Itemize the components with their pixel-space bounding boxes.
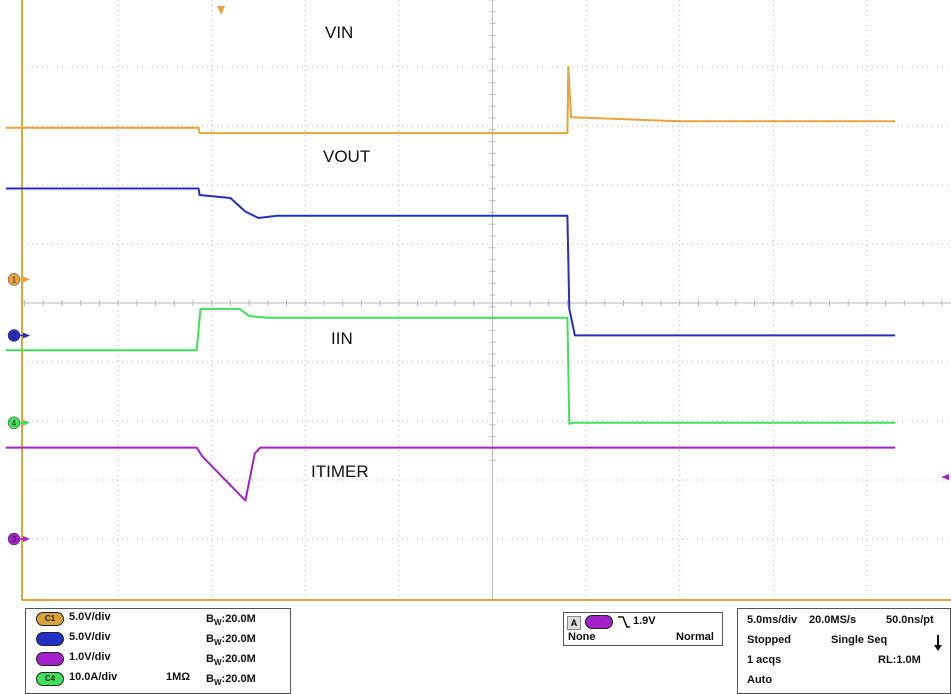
graticule-grid xyxy=(21,0,951,601)
trigger-coupling: None xyxy=(568,631,596,643)
falling-edge-icon xyxy=(618,616,630,628)
trigger-level: 1.9V xyxy=(633,615,656,627)
channel-scale-c1: 5.0V/div xyxy=(69,611,111,623)
plot-area xyxy=(22,0,951,600)
channel-bw-c1: BW:20.0M xyxy=(206,613,256,628)
trace-vin xyxy=(5,66,895,135)
channel-impedance-c4: 1MΩ xyxy=(166,671,191,683)
trace-label-vout: VOUT xyxy=(323,147,370,166)
acquisition-mode: Single Seq xyxy=(831,634,888,646)
channel-marker-label: 3 xyxy=(12,535,17,544)
acquisition-count: 1 acqs xyxy=(747,654,782,666)
trigger-type: Normal xyxy=(676,631,714,643)
channel-marker-label: 2 xyxy=(12,331,17,340)
trigger-level-marker[interactable] xyxy=(941,474,949,481)
trigger-source-badge[interactable]: C3 xyxy=(585,615,613,629)
channel-scale-c3: 1.0V/div xyxy=(69,651,111,663)
resolution: 50.0ns/pt xyxy=(886,614,934,626)
timebase: 5.0ms/div xyxy=(747,614,798,626)
channel-bw-c4: BW:20.0M xyxy=(206,673,256,688)
channel-marker-label: 4 xyxy=(12,419,17,428)
channel-marker-1[interactable]: 1 xyxy=(7,273,30,286)
trigger-position-marker[interactable] xyxy=(217,6,226,15)
channel-marker-4[interactable]: 4 xyxy=(7,416,30,430)
channel-settings-panel: C1 5.0V/div BW:20.0M C2 5.0V/div BW:20.0… xyxy=(25,608,291,694)
trace-label-vin: VIN xyxy=(325,23,353,42)
sample-rate: 20.0MS/s xyxy=(809,614,857,626)
channel-scale-c2: 5.0V/div xyxy=(69,631,111,643)
channel-badge-c4[interactable]: C4 xyxy=(36,672,64,686)
channel-badge-c3[interactable]: C3 xyxy=(36,652,64,666)
waveform-traces xyxy=(5,66,895,502)
channel-scale-c4: 10.0A/div xyxy=(69,671,118,683)
channel-bw-c3: BW:20.0M xyxy=(206,653,256,668)
trace-label-iin: IIN xyxy=(331,329,353,348)
channel-markers[interactable]: 1 2 4 3 xyxy=(7,6,949,546)
trace-vout xyxy=(5,187,895,337)
channel-bw-c2: BW:20.0M xyxy=(206,633,256,648)
channel-marker-label: 1 xyxy=(12,275,17,284)
trigger-mode-badge: A xyxy=(567,616,581,630)
channel-badge-c2[interactable]: C2 xyxy=(36,632,64,646)
scope-display: VIN VOUT IIN ITIMER 1 2 4 3 xyxy=(5,0,951,601)
acquisition-panel[interactable]: 5.0ms/div 20.0MS/s 50.0ns/pt Stopped Sin… xyxy=(737,608,951,694)
trace-label-itimer: ITIMER xyxy=(311,462,369,481)
trace-labels: VIN VOUT IIN ITIMER xyxy=(311,23,370,481)
down-arrow-icon xyxy=(934,635,942,651)
channel-marker-2[interactable]: 2 xyxy=(7,329,30,342)
trigger-panel[interactable]: A C3 1.9V None Normal xyxy=(563,612,723,646)
acquisition-state: Stopped xyxy=(747,634,791,646)
channel-badge-c1[interactable]: C1 xyxy=(36,612,64,626)
record-length: RL:1.0M xyxy=(878,654,921,666)
trigger-mode: Auto xyxy=(747,674,773,686)
trace-iin xyxy=(5,307,895,425)
channel-marker-3[interactable]: 3 xyxy=(7,532,30,546)
trace-itimer xyxy=(5,446,895,502)
